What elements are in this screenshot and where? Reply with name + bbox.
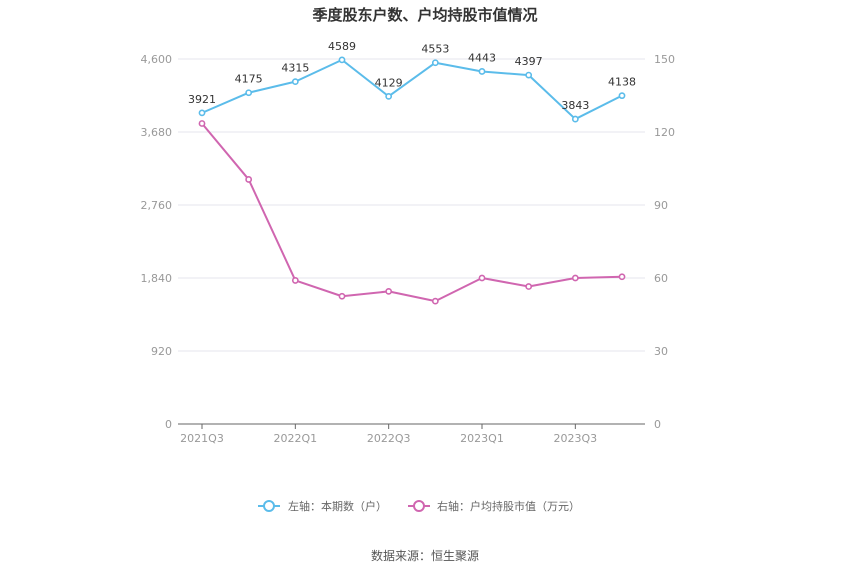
data-point xyxy=(385,287,393,295)
y-left-tick-label: 0 xyxy=(165,418,172,431)
legend-swatch-marker xyxy=(263,500,275,512)
y-left-tick-label: 4,600 xyxy=(141,53,173,66)
data-point xyxy=(338,56,346,64)
data-point xyxy=(478,68,486,75)
legend-swatch-marker xyxy=(413,500,425,512)
source-note: 数据来源：恒生聚源 xyxy=(371,548,479,563)
data-point xyxy=(478,274,486,282)
series-layer xyxy=(198,56,626,305)
data-label: 4589 xyxy=(328,40,356,53)
legend: 左轴：本期数（户） 右轴：户均持股市值（万元） xyxy=(258,499,580,513)
series-line-1 xyxy=(201,58,623,121)
y-left-tick-label: 920 xyxy=(151,345,172,358)
data-point xyxy=(245,89,253,97)
data-point xyxy=(291,277,299,284)
data-label: 4315 xyxy=(281,62,309,75)
data-label: 3843 xyxy=(561,99,589,112)
data-point xyxy=(618,92,626,100)
axes: 0 920 1,840 2,760 3,680 4,600 0 30 60 90 120 150 202… xyxy=(141,53,676,445)
y-left-tick-label: 3,680 xyxy=(141,126,173,139)
data-label: 4443 xyxy=(468,51,496,64)
data-label: 4175 xyxy=(235,73,263,86)
data-point xyxy=(385,92,393,100)
data-point xyxy=(571,274,579,282)
x-tick-label: 2023Q1 xyxy=(460,432,504,445)
y-right-tick-label: 150 xyxy=(654,53,675,66)
data-point xyxy=(198,120,206,127)
series-line-2 xyxy=(201,122,623,303)
x-tick-label: 2023Q3 xyxy=(554,432,598,445)
y-left-tick-label: 1,840 xyxy=(141,272,173,285)
y-right-tick-label: 90 xyxy=(654,199,668,212)
data-point xyxy=(618,273,626,281)
data-label: 4138 xyxy=(608,76,636,89)
y-left-tick-label: 2,760 xyxy=(141,199,173,212)
data-label: 3921 xyxy=(188,93,216,106)
y-right-tick-label: 60 xyxy=(654,272,668,285)
grid xyxy=(178,58,645,352)
y-right-tick-label: 120 xyxy=(654,126,675,139)
x-tick-label: 2021Q3 xyxy=(180,432,224,445)
data-point xyxy=(525,283,533,290)
data-label: 4397 xyxy=(515,55,543,68)
data-point xyxy=(431,59,439,67)
data-point xyxy=(291,78,299,86)
legend-label: 左轴：本期数（户） xyxy=(288,499,387,513)
x-tick-label: 2022Q3 xyxy=(367,432,411,445)
chart-title: 季度股东户数、户均持股市值情况 xyxy=(312,6,537,24)
y-right-tick-label: 0 xyxy=(654,418,661,431)
data-point xyxy=(525,71,533,79)
x-tick-label: 2022Q1 xyxy=(274,432,318,445)
data-point xyxy=(198,109,206,117)
data-point xyxy=(431,297,439,305)
data-label: 4553 xyxy=(421,43,449,56)
data-point xyxy=(338,292,346,300)
legend-label: 右轴：户均持股市值（万元） xyxy=(437,499,580,513)
data-point xyxy=(245,176,253,183)
data-label: 4129 xyxy=(375,76,403,89)
labels-layer: 3921 4175 4315 4589 4129 4553 4443 4397 3843 4138 xyxy=(188,40,636,112)
data-point xyxy=(571,115,579,123)
y-right-tick-label: 30 xyxy=(654,345,668,358)
